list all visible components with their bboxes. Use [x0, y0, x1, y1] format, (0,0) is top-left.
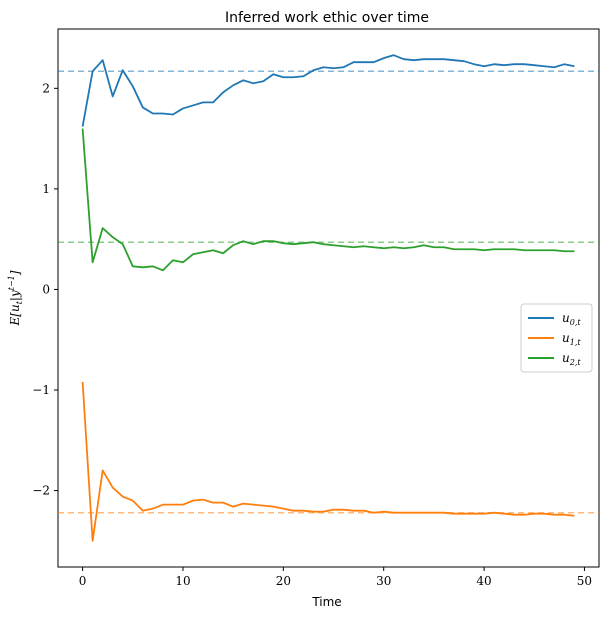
x-tick-label: 0 — [79, 574, 87, 588]
x-tick-label: 30 — [376, 574, 391, 588]
x-tick-label: 40 — [476, 574, 491, 588]
series-line-1 — [81, 381, 575, 542]
plot-frame — [57, 28, 600, 568]
x-tick-label: 10 — [175, 574, 190, 588]
legend-label-0: u0,t — [562, 311, 581, 327]
svg-text:E[ut|yt−1]: E[ut|yt−1] — [7, 270, 24, 326]
series-line-0 — [81, 54, 575, 127]
series-lines — [81, 54, 575, 542]
x-tick-label: 50 — [577, 574, 592, 588]
x-axis-ticks: 0 10 20 30 40 50 — [79, 567, 592, 588]
series-line-2 — [81, 128, 575, 272]
legend-label-1: u1,t — [562, 331, 581, 347]
chart-title: Inferred work ethic over time — [225, 10, 429, 26]
y-tick-label: 2 — [42, 81, 50, 95]
legend-box — [520, 303, 593, 373]
y-tick-label: 0 — [42, 282, 50, 296]
y-tick-label: 1 — [42, 182, 50, 196]
y-tick-label: −1 — [32, 383, 50, 397]
reference-lines — [58, 70, 599, 514]
x-tick-label: 20 — [276, 574, 291, 588]
legend: u0,t u1,t u2,t — [520, 303, 593, 373]
x-axis-label: Time — [311, 595, 341, 609]
plot-area: 0 10 20 30 40 50 −2 −1 0 1 2 — [32, 28, 600, 588]
legend-label-2: u2,t — [562, 351, 581, 367]
y-tick-label: −2 — [32, 484, 50, 498]
y-axis-ticks: −2 −1 0 1 2 — [32, 81, 58, 498]
y-axis-label: E[ut|yt−1] — [7, 270, 24, 326]
